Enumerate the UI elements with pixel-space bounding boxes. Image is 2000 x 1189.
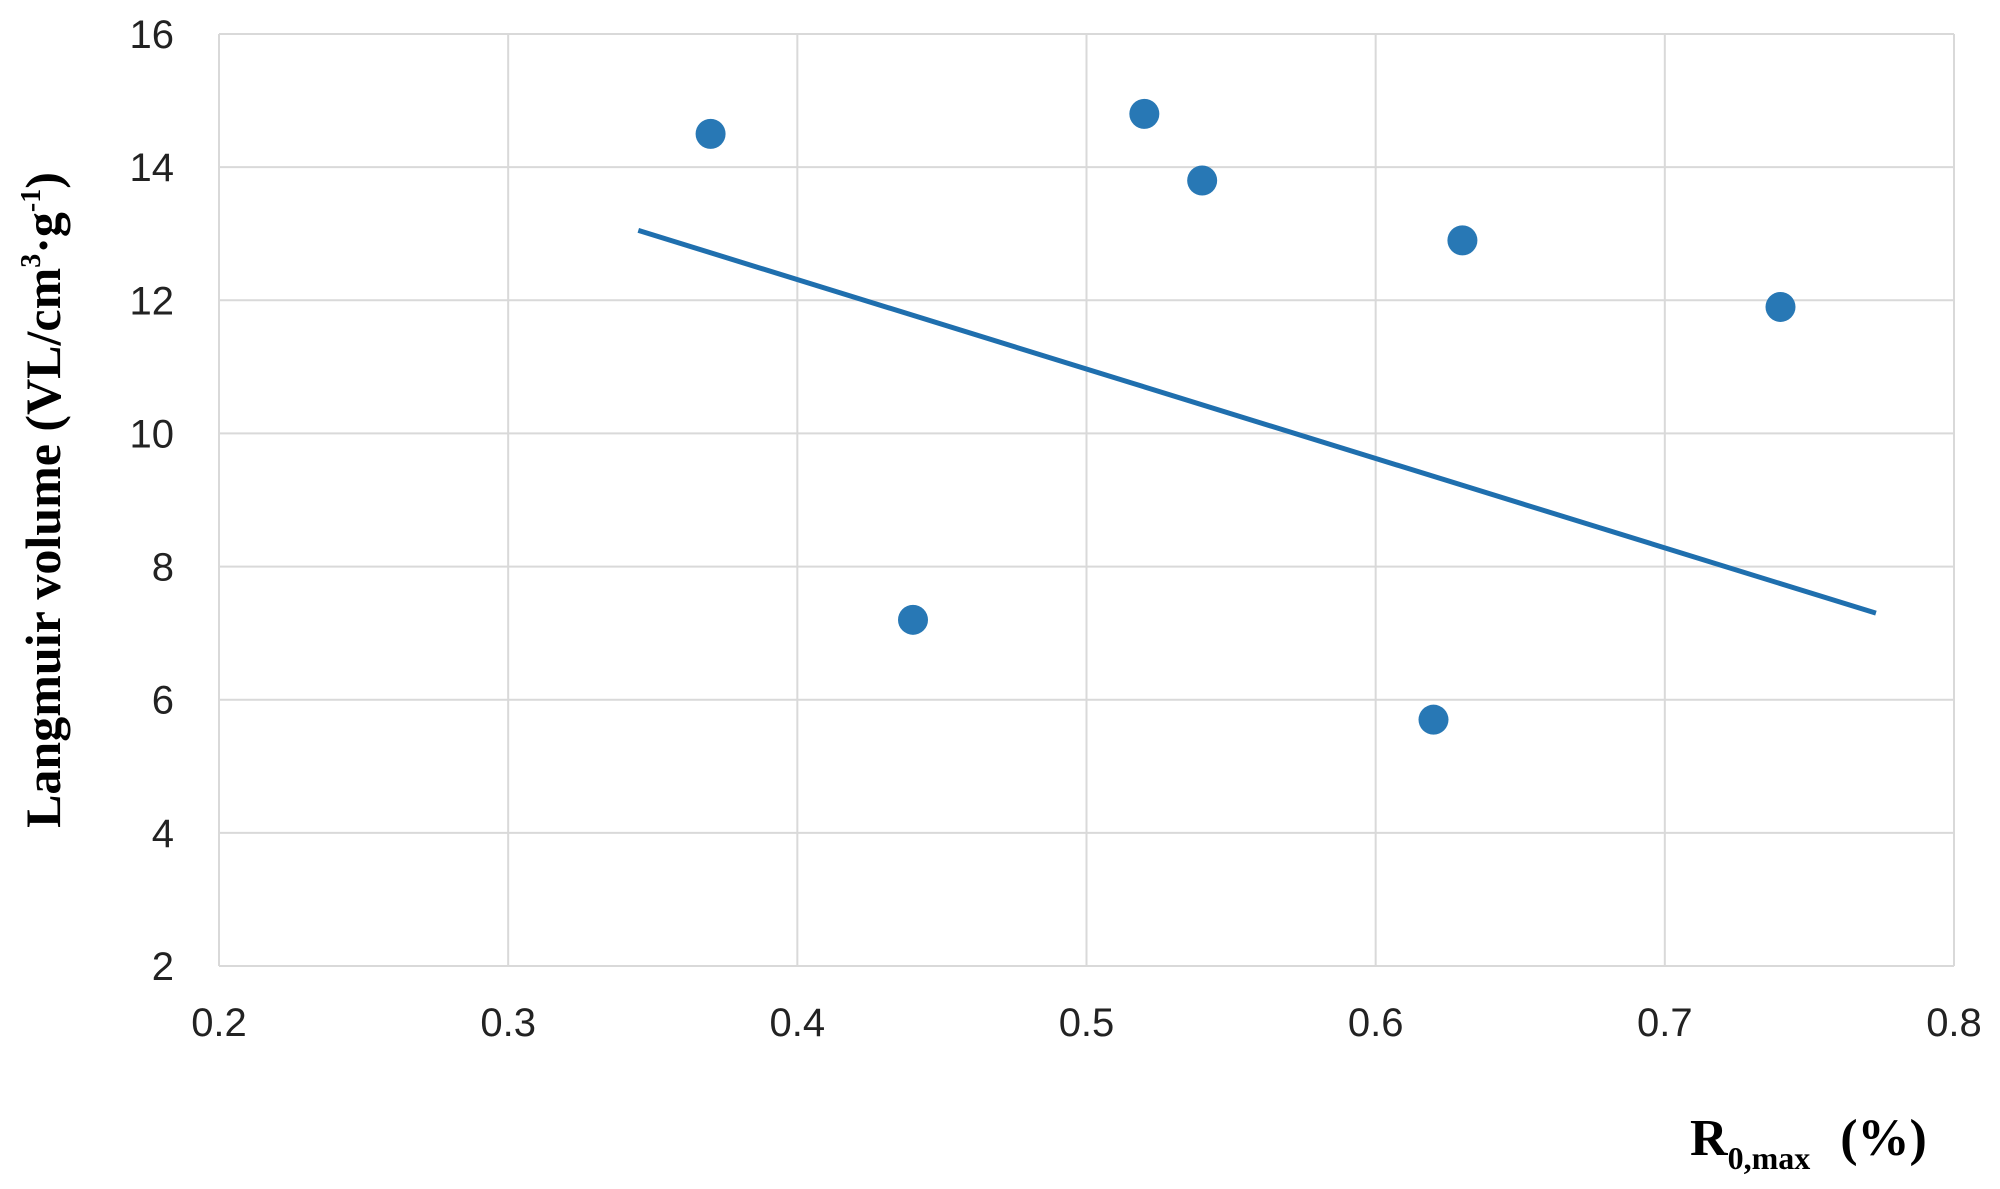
grid (218, 33, 1955, 967)
y-axis-label: Langmuir volume (VL/cm3·g-1) (15, 172, 71, 828)
data-point (1765, 291, 1796, 322)
y-tick-label: 8 (152, 546, 174, 590)
x-tick-label: 0.6 (1348, 1001, 1404, 1045)
x-axis-label: R0,max (%) (1690, 1110, 1927, 1176)
y-tick-labels: 2 4 6 8 10 12 14 16 (130, 13, 175, 989)
data-points (695, 98, 1796, 735)
data-point (695, 118, 726, 149)
x-tick-label: 0.2 (191, 1001, 247, 1045)
y-tick-label: 12 (130, 279, 175, 323)
x-tick-label: 0.3 (480, 1001, 536, 1045)
x-tick-label: 0.7 (1637, 1001, 1693, 1045)
data-point (1129, 98, 1160, 129)
y-tick-label: 16 (130, 13, 175, 57)
y-tick-label: 10 (130, 412, 175, 456)
data-point (1447, 225, 1478, 256)
y-tick-label: 2 (152, 945, 174, 989)
x-tick-label: 0.4 (770, 1001, 826, 1045)
y-tick-label: 14 (130, 146, 175, 190)
y-tick-label: 4 (152, 812, 174, 856)
data-point (1187, 165, 1218, 196)
trendline (637, 227, 1877, 616)
data-point (1418, 704, 1449, 735)
y-tick-label: 6 (152, 679, 174, 723)
data-point (898, 604, 928, 635)
x-tick-labels: 0.2 0.3 0.4 0.5 0.6 0.7 0.8 (191, 1001, 1982, 1045)
x-tick-label: 0.8 (1926, 1001, 1982, 1045)
x-tick-label: 0.5 (1059, 1001, 1115, 1045)
